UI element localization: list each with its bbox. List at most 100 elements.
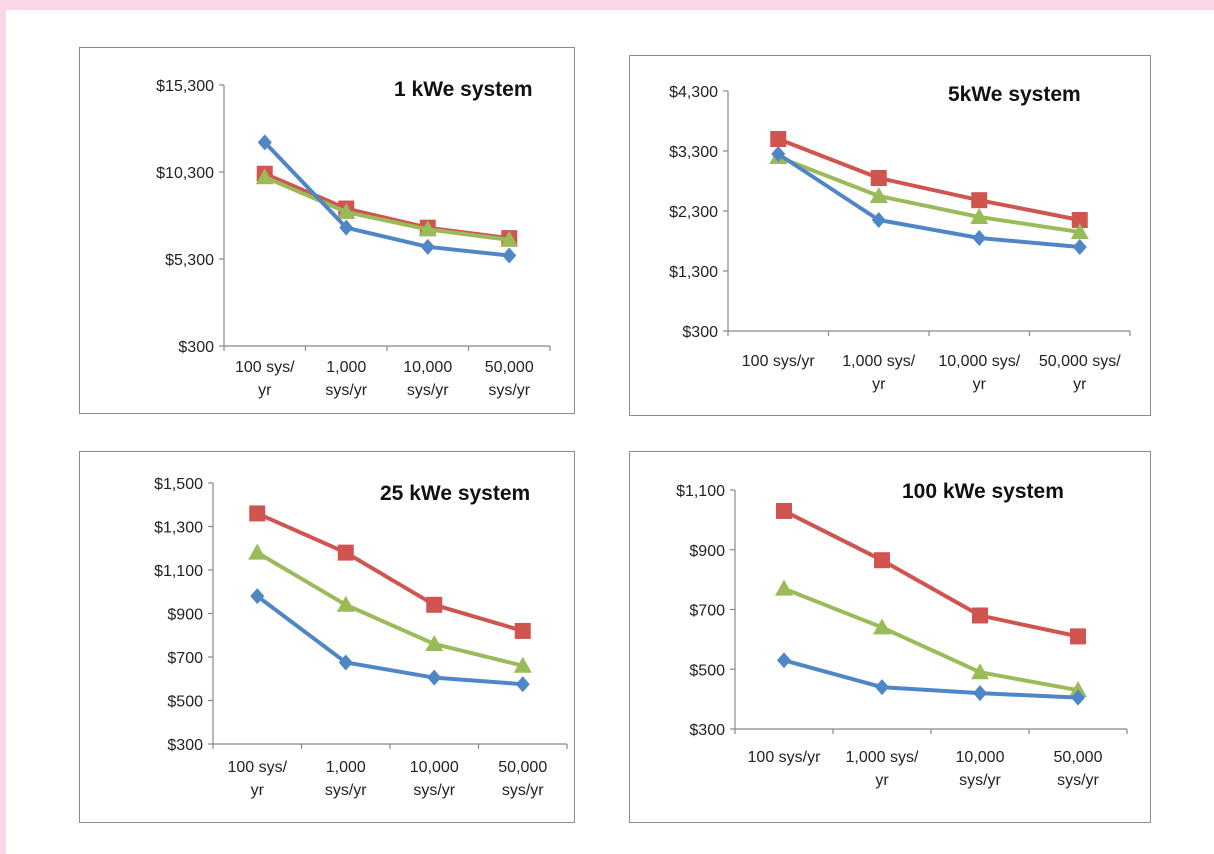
x-tick-label: 100 sys/yr bbox=[227, 759, 287, 799]
chart-title: 25 kWe system bbox=[380, 482, 531, 505]
series-line-green bbox=[256, 550, 524, 668]
y-tick-label: $300 bbox=[682, 324, 718, 341]
data-point-green bbox=[418, 220, 437, 237]
x-tick-label: 50,000 sys/yr bbox=[485, 359, 534, 399]
x-tick-label: 10,000 sys/yr bbox=[956, 749, 1005, 789]
chart-plot: $300 $1,300 $2,300 $3,300 $4,300 100 sys/yr 1,… bbox=[669, 84, 1131, 393]
chart-plot: $300 $500 $700 $900 $1,100 100 sys/yr 1,000 sy… bbox=[676, 483, 1128, 789]
x-tick-label: 1,000 sys/yr bbox=[846, 749, 919, 789]
y-tick-label: $1,500 bbox=[154, 476, 203, 493]
x-tick-label: 50,000 sys/yr bbox=[498, 759, 547, 799]
series-line-green bbox=[263, 175, 510, 242]
data-point-red bbox=[971, 192, 988, 209]
data-point-blue bbox=[771, 146, 786, 162]
data-point-blue bbox=[871, 212, 886, 228]
x-tick-label: 10,000 sys/yr bbox=[410, 759, 459, 799]
data-point-blue bbox=[515, 676, 530, 693]
y-tick-label: $1,300 bbox=[669, 264, 718, 281]
chart-title: 100 kWe system bbox=[902, 480, 1064, 503]
x-tick-label: 1,000 sys/yr bbox=[325, 759, 367, 799]
data-point-red bbox=[249, 505, 266, 522]
data-point-green bbox=[869, 187, 888, 203]
y-tick-label: $1,100 bbox=[154, 563, 203, 580]
chart-plot: $300 $500 $700 $900 $1,100 $1,300 $1,500 100 sy… bbox=[154, 476, 568, 799]
series-line-red bbox=[777, 137, 1081, 222]
series-line-blue bbox=[256, 594, 523, 687]
data-point-red bbox=[776, 502, 792, 519]
y-tick-label: $300 bbox=[689, 722, 725, 739]
data-point-blue bbox=[502, 247, 517, 264]
x-tick-label: 100 sys/yr bbox=[235, 359, 295, 399]
data-point-blue bbox=[257, 134, 272, 151]
data-point-green bbox=[970, 208, 989, 224]
data-point-green bbox=[513, 656, 532, 673]
series-line-green bbox=[777, 155, 1081, 234]
x-tick-label: 1,000 sys/yr bbox=[842, 353, 915, 393]
data-point-green bbox=[1070, 223, 1089, 239]
y-tick-label: $900 bbox=[167, 607, 203, 624]
chart-100kwe: 100 kWe system $300 $500 $700 $900 $1,100 100… bbox=[629, 451, 1151, 823]
data-point-green bbox=[1069, 681, 1087, 698]
y-tick-label: $500 bbox=[167, 694, 203, 711]
x-tick-label: 100 sys/yr bbox=[742, 353, 816, 370]
series-line-red bbox=[783, 509, 1079, 639]
y-tick-label: $300 bbox=[178, 339, 214, 356]
data-point-red bbox=[1071, 212, 1088, 228]
x-tick-label: 50,000 sys/yr bbox=[1039, 353, 1121, 393]
data-point-blue bbox=[1072, 239, 1087, 255]
data-point-blue bbox=[427, 669, 442, 686]
data-point-blue bbox=[250, 588, 265, 605]
series-line-green bbox=[783, 586, 1079, 693]
chart-25kwe: 25 kWe system $300 $500 $700 $900 $1,100 $1,3… bbox=[79, 451, 575, 823]
x-tick-label: 1,000 sys/yr bbox=[325, 359, 367, 399]
series-line-blue bbox=[263, 141, 510, 258]
x-tick-label: 100 sys/yr bbox=[748, 749, 822, 766]
data-point-blue bbox=[338, 654, 353, 671]
y-tick-label: $1,100 bbox=[676, 483, 725, 500]
y-tick-label: $4,300 bbox=[669, 84, 718, 101]
data-point-green bbox=[971, 663, 989, 680]
y-tick-label: $1,300 bbox=[154, 520, 203, 537]
data-point-red bbox=[870, 170, 887, 186]
data-point-green bbox=[500, 230, 519, 247]
data-point-green bbox=[248, 543, 267, 560]
y-tick-label: $500 bbox=[689, 662, 725, 679]
data-point-red bbox=[426, 596, 443, 613]
chart-plot: $300 $5,300 $10,300 $15,300 100 sys/yr 1,000 s… bbox=[156, 78, 551, 399]
data-point-green bbox=[255, 168, 274, 185]
data-point-green bbox=[775, 579, 793, 596]
data-point-green bbox=[337, 203, 356, 220]
x-tick-label: 10,000 sys/yr bbox=[938, 353, 1020, 393]
y-tick-label: $700 bbox=[689, 603, 725, 620]
y-tick-label: $10,300 bbox=[156, 165, 214, 182]
data-point-red bbox=[337, 544, 354, 561]
series-line-blue bbox=[777, 152, 1080, 249]
data-point-green bbox=[425, 634, 444, 651]
chart-1kwe: 1 kWe system $300 $5,300 $10,300 $15,300 100… bbox=[79, 47, 575, 414]
data-point-green bbox=[873, 618, 891, 635]
chart-5kwe: 5kWe system $300 $1,300 $2,300 $3,300 $4,300… bbox=[629, 55, 1151, 416]
data-point-blue bbox=[420, 238, 435, 255]
data-point-blue bbox=[777, 652, 791, 669]
y-tick-label: $300 bbox=[167, 737, 203, 754]
data-point-blue bbox=[972, 230, 987, 246]
y-tick-label: $5,300 bbox=[165, 252, 214, 269]
chart-title: 1 kWe system bbox=[394, 78, 533, 101]
data-point-blue bbox=[339, 219, 354, 236]
figure-page: 1 kWe system $300 $5,300 $10,300 $15,300 100… bbox=[6, 10, 1214, 854]
data-point-blue bbox=[1071, 689, 1085, 706]
y-tick-label: $900 bbox=[689, 543, 725, 560]
data-point-red bbox=[874, 552, 890, 569]
x-tick-label: 50,000 sys/yr bbox=[1054, 749, 1103, 789]
data-point-green bbox=[336, 595, 355, 612]
data-point-red bbox=[1070, 628, 1086, 645]
y-tick-label: $2,300 bbox=[669, 204, 718, 221]
data-point-red bbox=[972, 607, 988, 624]
y-tick-label: $15,300 bbox=[156, 78, 214, 95]
data-point-red bbox=[514, 622, 531, 639]
data-point-blue bbox=[973, 685, 987, 702]
chart-title: 5kWe system bbox=[948, 83, 1081, 106]
series-line-blue bbox=[783, 658, 1079, 700]
y-tick-label: $3,300 bbox=[669, 144, 718, 161]
data-point-blue bbox=[875, 679, 889, 696]
